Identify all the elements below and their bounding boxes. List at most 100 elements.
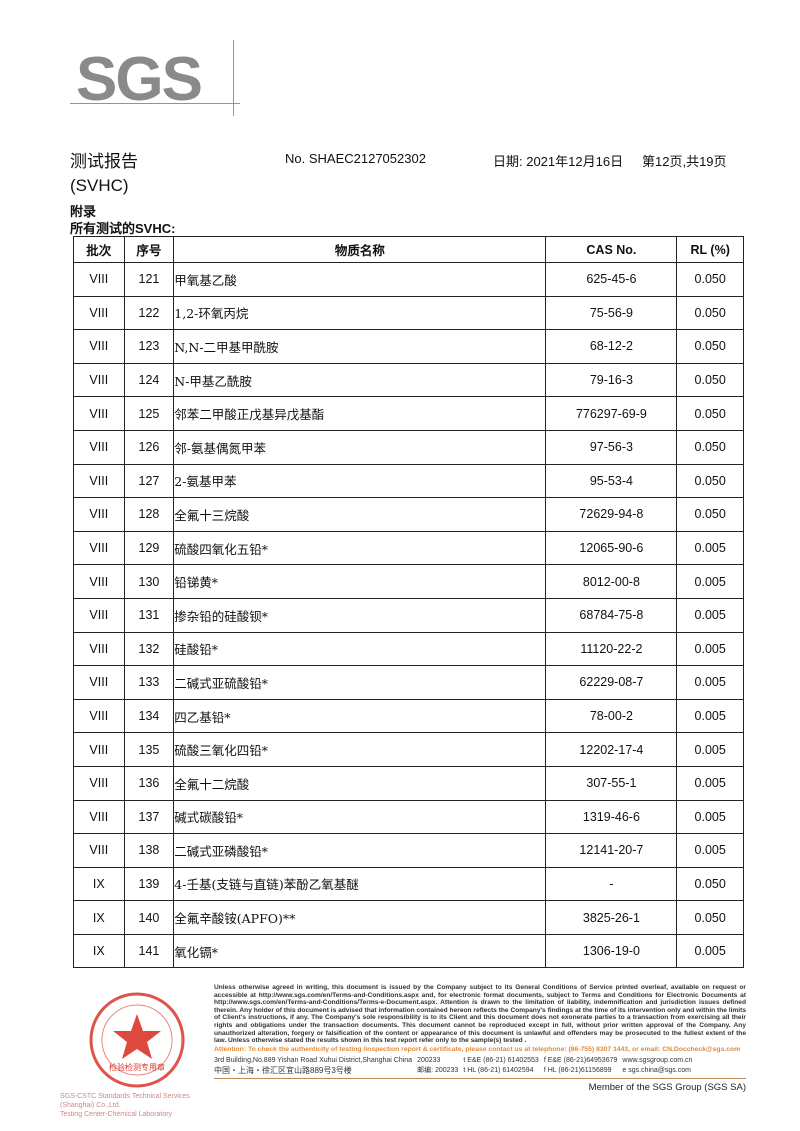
cas-number-cell: 97-56-3 — [545, 429, 678, 465]
number-cell: 125 — [123, 396, 175, 431]
rl-cell: 0.005 — [676, 665, 744, 700]
table-row: VIII 127 2-氨基甲苯 95-53-4 0.050 — [73, 463, 744, 499]
cas-number-cell: 1306-19-0 — [545, 933, 678, 969]
batch-cell: VIII — [73, 765, 125, 801]
substance-name-cell: 掺杂铅的硅酸钡* — [173, 597, 547, 633]
report-number: No. SHAEC2127052302 — [285, 151, 426, 166]
svhc-table: 批次 序号 物质名称 CAS No. RL (%) VIII 121 甲氧基乙酸 625-45… — [73, 236, 744, 969]
table-row: VIII 125 邻苯二甲酸正戊基异戊基酯 776297-69-9 0.050 — [73, 396, 744, 431]
batch-cell: VIII — [73, 262, 125, 297]
number-cell: 127 — [123, 463, 175, 499]
number-cell: 122 — [123, 295, 175, 331]
batch-cell: VIII — [73, 665, 125, 700]
rl-cell: 0.050 — [676, 362, 744, 398]
member-statement: Member of the SGS Group (SGS SA) — [588, 1081, 746, 1093]
batch-cell: VIII — [73, 799, 125, 835]
cas-number-cell: 307-55-1 — [545, 765, 678, 801]
logo-divider — [70, 103, 240, 104]
column-header: RL (%) — [676, 236, 744, 263]
contact-block: 3rd Building,No.889 Yishan Road Xuhui Di… — [214, 1056, 697, 1076]
batch-cell: VIII — [73, 362, 125, 398]
table-row: IX 139 4-壬基(支链与直链)苯酚乙氧基醚 -0.050 — [73, 866, 744, 902]
batch-cell: IX — [73, 933, 125, 969]
number-cell: 136 — [123, 765, 175, 801]
substance-name-cell: 甲氧基乙酸 — [173, 262, 547, 297]
number-cell: 134 — [123, 698, 175, 734]
cas-number-cell: 68-12-2 — [545, 329, 678, 364]
substance-name-cell: 全氟十三烷酸 — [173, 497, 547, 532]
number-cell: 141 — [123, 933, 175, 969]
rl-cell: 0.005 — [676, 833, 744, 868]
substance-name-cell: N-甲基乙酰胺 — [173, 362, 547, 398]
batch-cell: IX — [73, 866, 125, 902]
number-cell: 139 — [123, 866, 175, 902]
table-row: IX 140 全氟辛酸铵(APFO)** 3825-26-1 0.050 — [73, 900, 744, 935]
number-cell: 121 — [123, 262, 175, 297]
rl-cell: 0.005 — [676, 530, 744, 566]
table-row: VIII 126 邻-氨基偶氮甲苯 97-56-3 0.050 — [73, 429, 744, 465]
batch-cell: VIII — [73, 329, 125, 364]
substance-name-cell: 邻苯二甲酸正戊基异戊基酯 — [173, 396, 547, 431]
number-cell: 124 — [123, 362, 175, 398]
number-cell: 130 — [123, 564, 175, 599]
substance-name-cell: 4-壬基(支链与直链)苯酚乙氧基醚 — [173, 866, 547, 902]
cas-number-cell: 62229-08-7 — [545, 665, 678, 700]
website: www.sgsgroup.com.cn — [622, 1056, 693, 1064]
substance-name-cell: 铅锑黄* — [173, 564, 547, 599]
rl-cell: 0.005 — [676, 732, 744, 767]
seal-center: Testing Center-Chemical Laboratory — [60, 1111, 173, 1118]
substance-name-cell: 邻-氨基偶氮甲苯 — [173, 429, 547, 465]
batch-cell: VIII — [73, 564, 125, 599]
rl-cell: 0.005 — [676, 564, 744, 599]
fax-ee: f E&E (86-21)64953679 — [543, 1056, 618, 1064]
substance-name-cell: 2-氨基甲苯 — [173, 463, 547, 499]
cas-number-cell: 12065-90-6 — [545, 530, 678, 566]
cas-number-cell: 12202-17-4 — [545, 732, 678, 767]
batch-cell: VIII — [73, 732, 125, 767]
table-row: VIII 121 甲氧基乙酸 625-45-6 0.050 — [73, 262, 744, 297]
number-cell: 123 — [123, 329, 175, 364]
batch-cell: VIII — [73, 698, 125, 734]
batch-cell: VIII — [73, 631, 125, 667]
cas-number-cell: - — [545, 866, 678, 902]
substance-name-cell: 硅酸铅* — [173, 631, 547, 667]
table-row: VIII 123 N,N-二甲基甲酰胺 68-12-2 0.050 — [73, 329, 744, 364]
table-row: VIII 129 硫酸四氧化五铅* 12065-90-6 0.005 — [73, 530, 744, 566]
table-row: VIII 137 碱式碳酸铅* 1319-46-6 0.005 — [73, 799, 744, 835]
table-row: VIII 122 1,2-环氧丙烷 75-56-9 0.050 — [73, 295, 744, 331]
number-cell: 126 — [123, 429, 175, 465]
number-cell: 131 — [123, 597, 175, 633]
footer: Unless otherwise agreed in writing, this… — [214, 984, 746, 1093]
table-row: VIII 135 硫酸三氧化四铅* 12202-17-4 0.005 — [73, 732, 744, 767]
section-label: 附录 — [70, 204, 97, 219]
batch-cell: VIII — [73, 497, 125, 532]
rl-cell: 0.050 — [676, 295, 744, 331]
footer-divider — [214, 1077, 746, 1079]
cas-number-cell: 776297-69-9 — [545, 396, 678, 431]
inspection-seal: 检验检测专用章 — [89, 992, 185, 1088]
column-header: 物质名称 — [173, 236, 547, 263]
report-subtitle: (SVHC) — [70, 176, 129, 195]
rl-cell: 0.005 — [676, 597, 744, 633]
table-row: IX 141 氧化镉* 1306-19-0 0.005 — [73, 933, 744, 969]
substance-name-cell: 全氟辛酸铵(APFO)** — [173, 900, 547, 935]
table-row: VIII 136 全氟十二烷酸 307-55-1 0.005 — [73, 765, 744, 801]
rl-cell: 0.005 — [676, 698, 744, 734]
column-header: 序号 — [123, 236, 175, 263]
tel-ee: t E&E (86-21) 61402553 — [463, 1056, 539, 1064]
number-cell: 128 — [123, 497, 175, 532]
rl-cell: 0.050 — [676, 329, 744, 364]
batch-cell: VIII — [73, 463, 125, 499]
cas-number-cell: 95-53-4 — [545, 463, 678, 499]
rl-cell: 0.005 — [676, 765, 744, 801]
substance-name-cell: 四乙基铅* — [173, 698, 547, 734]
batch-cell: IX — [73, 900, 125, 935]
rl-cell: 0.005 — [676, 799, 744, 835]
number-cell: 137 — [123, 799, 175, 835]
batch-cell: VIII — [73, 429, 125, 465]
column-header: 批次 — [73, 236, 125, 263]
tel-hl: t HL (86-21) 61402594 — [463, 1066, 534, 1074]
cas-number-cell: 12141-20-7 — [545, 833, 678, 868]
substance-name-cell: 碱式碳酸铅* — [173, 799, 547, 835]
